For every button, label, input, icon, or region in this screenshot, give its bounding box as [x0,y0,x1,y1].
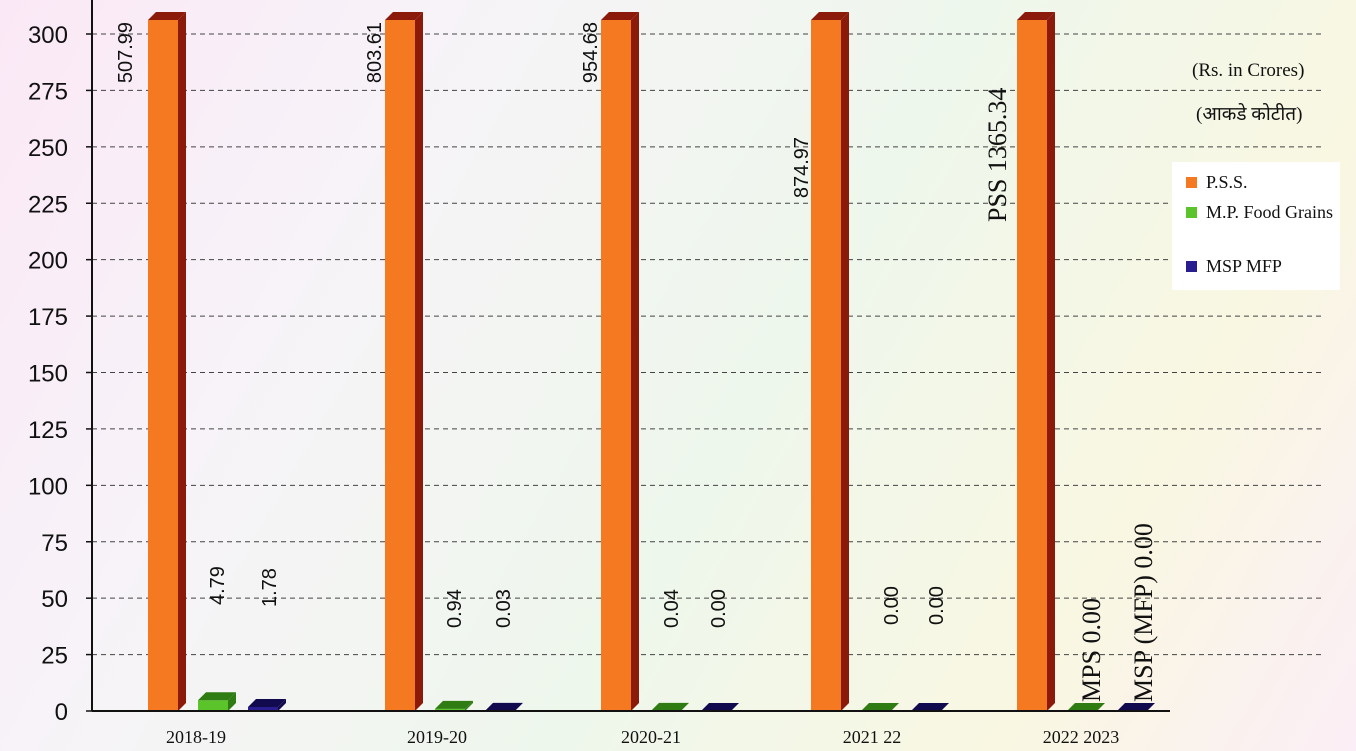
x-axis: 2018-19 2019-20 2020-21 2021 22 2022 2023 [92,710,1170,747]
bar-p-s-s-2022-2023-top [1017,12,1055,20]
bar-msp-mfp-2018-19 [248,698,286,711]
legend-item-msp-mfp: MSP MFP [1186,256,1336,277]
bar-p-s-s-2018-19 [148,12,186,711]
value-label-msp-mfp-2021-22: 0.00 [926,586,948,625]
legend: P.S.S. M.P. Food Grains MSP MFP [1172,162,1340,290]
bar-m-p-food-grains-2019-20-top [435,700,473,709]
legend-label-pss: P.S.S. [1206,172,1248,192]
unit-note: (Rs. in Crores) [1192,60,1304,81]
bar-p-s-s-2021-22-top [811,12,849,20]
bar-m-p-food-grains-2021-22 [861,703,899,711]
bar-m-p-food-grains-2018-19-side [228,692,236,711]
legend-item-food-grains: M.P. Food Grains [1186,202,1336,223]
bar-p-s-s-2022-2023 [1017,12,1055,711]
bar-m-p-food-grains-2022-2023 [1067,703,1105,711]
y-tick-label-125: 125 [28,417,68,444]
y-tick-label-0: 0 [55,699,68,726]
bar-m-p-food-grains-2020-21-top [651,702,689,711]
y-tick-label-25: 25 [41,643,68,670]
bar-p-s-s-2020-21 [601,12,639,711]
y-tick-label-175: 175 [28,304,68,331]
x-tick-label-2019-20: 2019-20 [407,727,467,747]
value-label-p-s-s-2022-2023: PSS 1365.34 [983,88,1012,222]
bar-m-p-food-grains-2018-19 [198,692,236,711]
value-label-m-p-food-grains-2019-20: 0.94 [444,589,466,628]
value-label-m-p-food-grains-2022-2023: MPS 0.00 [1077,598,1106,702]
y-tick-label-100: 100 [28,473,68,500]
y-tick-label-200: 200 [28,248,68,275]
bar-p-s-s-2018-19-front [148,20,178,711]
grid [92,33,1325,656]
legend-swatch-msp-mfp [1186,261,1197,272]
x-tick-label-2020-21: 2020-21 [621,727,681,747]
bar-m-p-food-grains-2022-2023-top [1067,703,1105,711]
bar-msp-mfp-2021-22-top [911,703,949,711]
bar-msp-mfp-2018-19-top [248,698,286,707]
bar-msp-mfp-2021-22 [911,703,949,711]
bar-msp-mfp-2019-20 [485,702,523,711]
bar-p-s-s-2022-2023-front [1017,20,1047,711]
bar-p-s-s-2018-19-side [178,12,186,711]
bar-p-s-s-2022-2023-side [1047,12,1055,711]
value-label-msp-mfp-2022-2023: MSP (MFP) 0.00 [1129,523,1158,702]
bar-p-s-s-2020-21-front [601,20,631,711]
bar-msp-mfp-2022-2023 [1117,703,1155,711]
bar-p-s-s-2018-19-top [148,12,186,20]
legend-label-food-grains: M.P. Food Grains [1206,202,1334,222]
bar-msp-mfp-2019-20-top [485,702,523,711]
x-tick-label-2018-19: 2018-19 [166,727,226,747]
y-tick-label-150: 150 [28,361,68,388]
bars: 507.99 4.79 1.78 803.61 0.94 0.03 954.68 0.04 0.… [115,12,1158,711]
bar-p-s-s-2019-20-side [415,12,423,711]
bar-m-p-food-grains-2021-22-top [861,703,899,711]
value-label-msp-mfp-2020-21: 0.00 [708,589,730,628]
x-tick-label-2021-22: 2021 22 [843,727,902,747]
y-axis: 0 25 50 75 100 125 150 175 200 225 250 275 300 [28,0,93,726]
bar-m-p-food-grains-2019-20 [435,700,473,711]
bar-m-p-food-grains-2019-20-front [435,708,465,711]
bar-p-s-s-2020-21-side [631,12,639,711]
bar-msp-mfp-2020-21 [701,703,739,711]
bar-msp-mfp-2018-19-side [278,698,286,711]
bar-p-s-s-2019-20 [385,12,423,711]
bar-p-s-s-2021-22 [811,12,849,711]
y-tick-label-250: 250 [28,135,68,162]
legend-swatch-food-grains [1186,207,1197,218]
bar-p-s-s-2020-21-top [601,12,639,20]
unit-note-local: (आकडे कोटीत) [1196,102,1302,125]
bar-msp-mfp-2022-2023-top [1117,703,1155,711]
bar-m-p-food-grains-2019-20-side [465,700,473,711]
bar-p-s-s-2019-20-front [385,20,415,711]
value-label-m-p-food-grains-2021-22: 0.00 [881,586,903,625]
y-tick-label-225: 225 [28,191,68,218]
y-tick-label-300: 300 [28,22,68,49]
bar-m-p-food-grains-2018-19-top [198,692,236,701]
legend-item-pss: P.S.S. [1186,172,1336,193]
y-tick-label-75: 75 [41,530,68,557]
y-tick-label-50: 50 [41,586,68,613]
bar-m-p-food-grains-2020-21 [651,702,689,711]
bar-msp-mfp-2018-19-front [248,706,278,711]
value-label-p-s-s-2018-19: 507.99 [115,22,137,83]
bar-msp-mfp-2020-21-top [701,703,739,711]
legend-label-msp-mfp: MSP MFP [1206,256,1282,276]
value-label-msp-mfp-2019-20: 0.03 [493,589,515,628]
value-label-p-s-s-2021-22: 874.97 [791,137,813,198]
bar-p-s-s-2021-22-side [841,12,849,711]
legend-swatch-pss [1186,177,1197,188]
bar-p-s-s-2021-22-front [811,20,841,711]
value-label-p-s-s-2020-21: 954.68 [580,22,602,83]
value-label-p-s-s-2019-20: 803.61 [364,22,386,83]
value-label-msp-mfp-2018-19: 1.78 [259,568,281,607]
bar-m-p-food-grains-2018-19-front [198,700,228,711]
value-label-m-p-food-grains-2020-21: 0.04 [661,589,683,628]
y-tick-label-275: 275 [28,78,68,105]
value-label-m-p-food-grains-2018-19: 4.79 [207,566,229,605]
bar-p-s-s-2019-20-top [385,12,423,20]
x-tick-label-2022-2023: 2022 2023 [1043,727,1120,747]
